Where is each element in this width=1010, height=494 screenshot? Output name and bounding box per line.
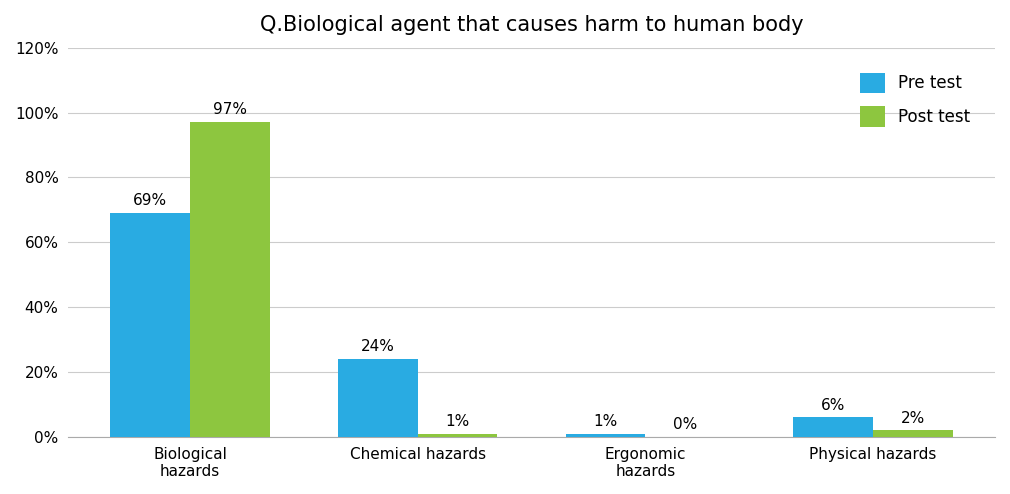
Text: 1%: 1% bbox=[594, 414, 618, 429]
Text: 24%: 24% bbox=[361, 339, 395, 354]
Text: 1%: 1% bbox=[445, 414, 470, 429]
Text: 6%: 6% bbox=[821, 398, 845, 412]
Bar bbox=[190, 123, 270, 437]
Bar bbox=[338, 359, 418, 437]
Title: Q.Biological agent that causes harm to human body: Q.Biological agent that causes harm to h… bbox=[260, 15, 803, 35]
Text: 2%: 2% bbox=[901, 411, 925, 425]
Bar bbox=[418, 434, 498, 437]
Bar bbox=[874, 430, 952, 437]
Text: 69%: 69% bbox=[133, 193, 168, 208]
Bar bbox=[566, 434, 645, 437]
Legend: Pre test, Post test: Pre test, Post test bbox=[843, 56, 987, 143]
Text: 97%: 97% bbox=[213, 102, 246, 118]
Text: 0%: 0% bbox=[674, 417, 698, 432]
Bar bbox=[110, 213, 190, 437]
Bar bbox=[794, 417, 874, 437]
